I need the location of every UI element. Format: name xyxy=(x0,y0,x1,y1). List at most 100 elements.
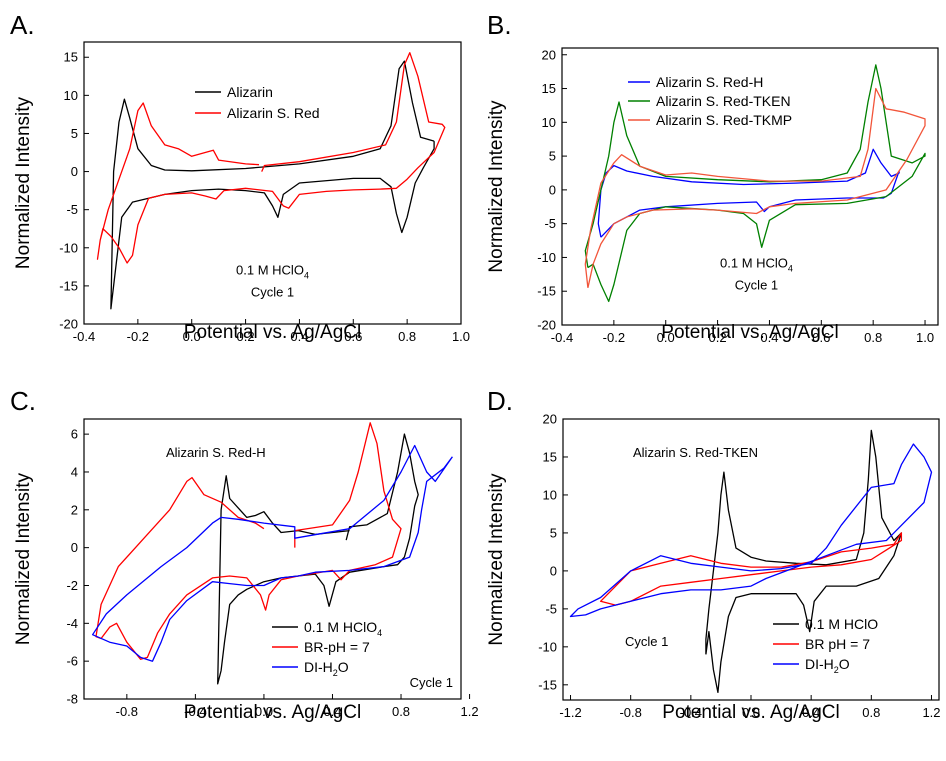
legend-b: Alizarin S. Red-H Alizarin S. Red-TKEN Ali… xyxy=(628,74,792,128)
y-tick-label-c: 4 xyxy=(71,464,78,479)
y-tick-label-c: 0 xyxy=(71,540,78,555)
y-tick-label-c: 6 xyxy=(71,427,78,442)
y-tick-label-a: -5 xyxy=(66,202,78,217)
x-tick-label-d: 1.2 xyxy=(922,705,940,720)
x-tick-label-c: 1.2 xyxy=(461,704,479,719)
panel-b: B. -0.4 -0.2 0.0 0.2 0.4 0.6 0.8 1.0 -20 -15 -10 -5 0… xyxy=(486,10,939,345)
plot-frame-a xyxy=(83,41,462,325)
x-tick-label-a: 1.0 xyxy=(452,329,470,344)
legend-label-a-2: Alizarin S. Red xyxy=(227,105,320,121)
x-tick-label-d: -0.8 xyxy=(619,705,641,720)
legend-a: Alizarin Alizarin S. Red xyxy=(195,84,320,121)
y-tick-label-d: 5 xyxy=(550,525,557,540)
annotation-electrolyte-b: 0.1 M HClO4 xyxy=(720,256,793,274)
series-line-d-3 xyxy=(569,443,933,618)
series-group-b xyxy=(584,64,926,303)
x-tick-label-b: 0.0 xyxy=(657,330,675,345)
legend-label-b-2: Alizarin S. Red-TKEN xyxy=(656,93,791,109)
panel-d: D. -1.2 -0.8 -0.4 0.0 0.4 0.8 1.2 -15 -10 -5 0 5 10 15… xyxy=(486,386,941,723)
panel-title-d: Alizarin S. Red-TKEN xyxy=(633,445,758,460)
y-tick-label-a: -20 xyxy=(59,317,78,332)
y-tick-label-b: -15 xyxy=(537,284,556,299)
legend-label-c-1: 0.1 M HClO4 xyxy=(304,619,382,638)
legend-label-d-2: BR pH = 7 xyxy=(805,636,870,652)
y-tick-label-d: 0 xyxy=(550,563,557,578)
legend-label-d-1: 0.1 M HClO xyxy=(805,616,878,632)
y-tick-label-b: 15 xyxy=(542,81,556,96)
panel-a: A. -0.4 -0.2 0.0 0.2 0.4 0.6 0.8 1.0 -20 -15 -10 -5 0… xyxy=(10,10,470,344)
cycle-label-c: Cycle 1 xyxy=(410,675,453,690)
x-tick-label-c: 0.8 xyxy=(392,704,410,719)
x-tick-label-b: 0.2 xyxy=(709,330,727,345)
y-tick-label-a: -15 xyxy=(59,278,78,293)
cycle-label-d: Cycle 1 xyxy=(625,634,668,649)
y-tick-label-b: -5 xyxy=(544,216,556,231)
panel-letter-d: D. xyxy=(487,386,513,416)
series-line-a-1 xyxy=(110,60,435,310)
series-line-d-2 xyxy=(599,532,903,606)
panel-title-c: Alizarin S. Red-H xyxy=(166,445,266,460)
y-tick-label-c: -8 xyxy=(66,692,78,707)
y-tick-label-c: 2 xyxy=(71,502,78,517)
series-line-c-2 xyxy=(95,422,402,660)
legend-label-d-3: DI-H2O xyxy=(805,656,850,675)
x-tick-label-b: 1.0 xyxy=(916,330,934,345)
y-tick-label-a: 15 xyxy=(64,50,78,65)
y-tick-label-d: 20 xyxy=(543,412,557,427)
x-axis-label-a: Potential vs. Ag/AgCl xyxy=(184,322,361,343)
x-tick-label-c: 0.4 xyxy=(323,704,341,719)
plot-frame-b xyxy=(561,47,939,326)
series-line-d-1 xyxy=(705,429,903,694)
x-axis-label-d: Potential vs. Ag/AgCl xyxy=(662,702,839,723)
y-tick-label-d: -10 xyxy=(538,639,557,654)
x-tick-label-d: -1.2 xyxy=(559,705,581,720)
x-tick-label-b: -0.2 xyxy=(603,330,625,345)
series-group-a xyxy=(96,52,446,310)
y-tick-label-a: 0 xyxy=(71,164,78,179)
x-tick-label-a: 0.8 xyxy=(398,329,416,344)
y-tick-label-d: -15 xyxy=(538,677,557,692)
y-tick-label-b: 0 xyxy=(549,182,556,197)
x-tick-label-c: 0.0 xyxy=(255,704,273,719)
series-line-c-1 xyxy=(217,433,419,685)
y-axis-label-b: Normalized Intensity xyxy=(486,100,507,273)
legend-label-b-1: Alizarin S. Red-H xyxy=(656,74,763,90)
y-axis-label-a: Normalized Intensity xyxy=(13,96,34,269)
x-tick-label-d: 0.8 xyxy=(862,705,880,720)
series-line-b-3 xyxy=(584,87,926,288)
x-tick-label-b: 0.8 xyxy=(864,330,882,345)
legend-label-c-2: BR-pH = 7 xyxy=(304,639,370,655)
x-tick-label-a: 0.0 xyxy=(183,329,201,344)
y-tick-label-b: 10 xyxy=(542,115,556,130)
x-tick-label-a: 0.2 xyxy=(237,329,255,344)
panel-letter-a: A. xyxy=(10,10,35,40)
legend-d: 0.1 M HClO BR pH = 7 DI-H2O xyxy=(773,616,878,675)
x-tick-label-c: -0.4 xyxy=(184,704,206,719)
x-tick-label-a: -0.2 xyxy=(127,329,149,344)
x-tick-label-a: -0.4 xyxy=(73,329,95,344)
series-line-a-2 xyxy=(96,52,446,264)
plot-frame-c xyxy=(83,418,462,700)
legend-label-c-3: DI-H2O xyxy=(304,659,349,678)
y-axis-label-c: Normalized Intensity xyxy=(13,472,34,645)
x-tick-label-a: 0.4 xyxy=(290,329,308,344)
x-tick-label-b: 0.4 xyxy=(760,330,778,345)
x-tick-label-b: -0.4 xyxy=(551,330,573,345)
y-tick-label-c: -6 xyxy=(66,654,78,669)
y-tick-label-b: 20 xyxy=(542,47,556,62)
y-tick-label-b: -20 xyxy=(537,318,556,333)
y-tick-label-c: -4 xyxy=(66,616,78,631)
y-tick-label-a: 5 xyxy=(71,126,78,141)
y-tick-label-d: 15 xyxy=(543,449,557,464)
series-group-c xyxy=(91,422,453,685)
y-tick-label-a: -10 xyxy=(59,240,78,255)
series-group-d xyxy=(569,429,933,694)
annotation-cycle-a: Cycle 1 xyxy=(251,284,294,299)
legend-label-b-3: Alizarin S. Red-TKMP xyxy=(656,112,792,128)
y-axis-label-d: Normalized Intensity xyxy=(486,473,507,646)
panel-c: C. -0.8 -0.4 0.0 0.4 0.8 1.2 -8 -6 -4 -2 0 2 4 6 Potent… xyxy=(10,386,479,723)
y-tick-label-d: 10 xyxy=(543,487,557,502)
panel-letter-b: B. xyxy=(487,10,512,40)
series-line-b-1 xyxy=(597,148,900,238)
